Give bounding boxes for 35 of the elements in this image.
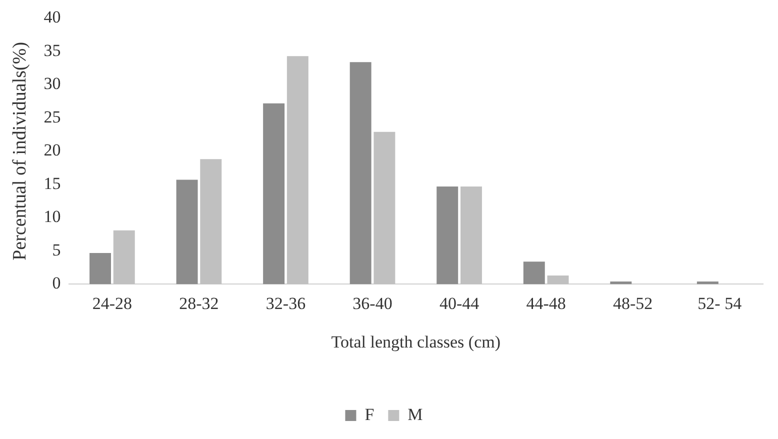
bar (547, 276, 569, 284)
x-tick-label: 24-28 (92, 294, 132, 313)
bar (460, 186, 482, 284)
legend-label: M (408, 404, 423, 424)
x-tick-label: 32-36 (266, 294, 306, 313)
y-tick-label: 20 (44, 140, 61, 160)
y-tick-label: 15 (44, 174, 61, 193)
bar (263, 103, 285, 284)
x-tick-label: 40-44 (439, 294, 480, 313)
y-tick-label: 5 (52, 240, 61, 260)
bar (176, 180, 198, 284)
bar (523, 262, 545, 284)
y-tick-label: 10 (44, 207, 61, 226)
y-tick-label: 25 (44, 107, 61, 126)
bar (374, 132, 396, 284)
bar (350, 62, 372, 284)
bar (90, 252, 111, 284)
x-axis-title: Total length classes (cm) (331, 332, 501, 352)
y-tick-label: 30 (44, 74, 61, 94)
x-tick-label: 44-48 (526, 294, 566, 313)
bar (436, 186, 458, 284)
x-tick-label: 48-52 (613, 294, 653, 313)
y-tick-label: 0 (52, 274, 61, 293)
bar (113, 230, 135, 284)
x-tick-label: 36-40 (352, 294, 392, 313)
y-axis-title: Percentual of individuals(%) (9, 42, 30, 260)
bar (610, 282, 632, 284)
legend-label: F (364, 404, 374, 424)
bar (200, 159, 222, 284)
y-tick-label: 35 (44, 40, 61, 60)
x-tick-label: 28-32 (179, 294, 219, 313)
y-tick-label: 40 (44, 8, 61, 27)
bar (696, 282, 718, 284)
bar (286, 56, 308, 284)
x-tick-label: 52- 54 (698, 294, 742, 313)
